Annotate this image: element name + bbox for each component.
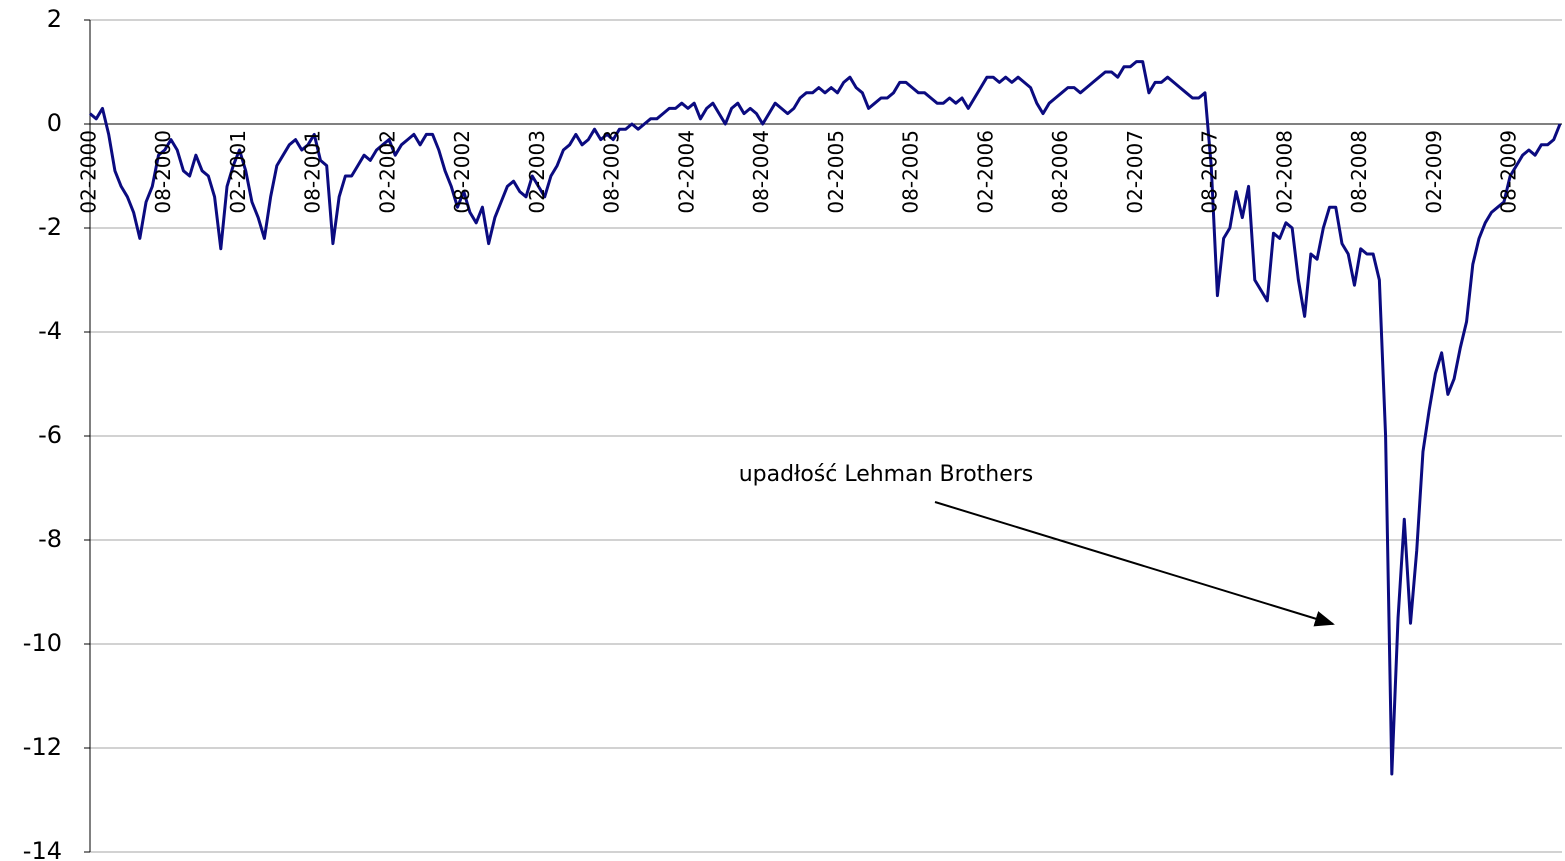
x-tick-label: 08-2002 <box>450 130 474 214</box>
x-tick-label: 08-2008 <box>1347 130 1371 214</box>
x-tick-label: 08-2007 <box>1198 130 1222 214</box>
x-tick-label: 02-2008 <box>1272 130 1296 214</box>
line-series <box>89 60 1562 776</box>
y-tick-label: -2 <box>38 213 62 241</box>
x-tick-label: 08-2003 <box>600 130 624 214</box>
x-tick-label: 08-2004 <box>749 130 773 214</box>
x-tick-label: 02-2003 <box>525 130 549 214</box>
x-tick-label: 08-2001 <box>301 130 325 214</box>
y-tick-label: -8 <box>38 525 62 553</box>
x-tick-label: 02-2005 <box>824 130 848 214</box>
x-tick-label: 02-2006 <box>973 130 997 214</box>
y-tick-label: 2 <box>47 5 62 33</box>
y-tick-label: -14 <box>23 837 62 861</box>
y-tick-label: -12 <box>23 733 62 761</box>
y-tick-label: -4 <box>38 317 62 345</box>
x-tick-label: 02-2004 <box>674 130 698 214</box>
y-tick-label: -10 <box>23 629 62 657</box>
x-tick-label: 02-2001 <box>226 130 250 214</box>
x-tick-label: 08-2009 <box>1497 130 1521 214</box>
x-tick-label: 02-2002 <box>375 130 399 214</box>
y-tick-label: 0 <box>47 109 62 137</box>
grid <box>84 19 1562 853</box>
x-tick-label: 02-2000 <box>77 130 101 214</box>
x-tick-label: 02-2009 <box>1422 130 1446 214</box>
x-tick-label: 08-2005 <box>899 130 923 214</box>
x-tick-label: 08-2006 <box>1048 130 1072 214</box>
y-tick-label: -6 <box>38 421 62 449</box>
annotation-arrow <box>934 501 1335 627</box>
annotation: upadłość Lehman Brothers <box>739 462 1034 487</box>
x-tick-label: 08-2000 <box>151 130 175 214</box>
plot <box>89 60 1562 776</box>
x-tick-label: 02-2007 <box>1123 130 1147 214</box>
